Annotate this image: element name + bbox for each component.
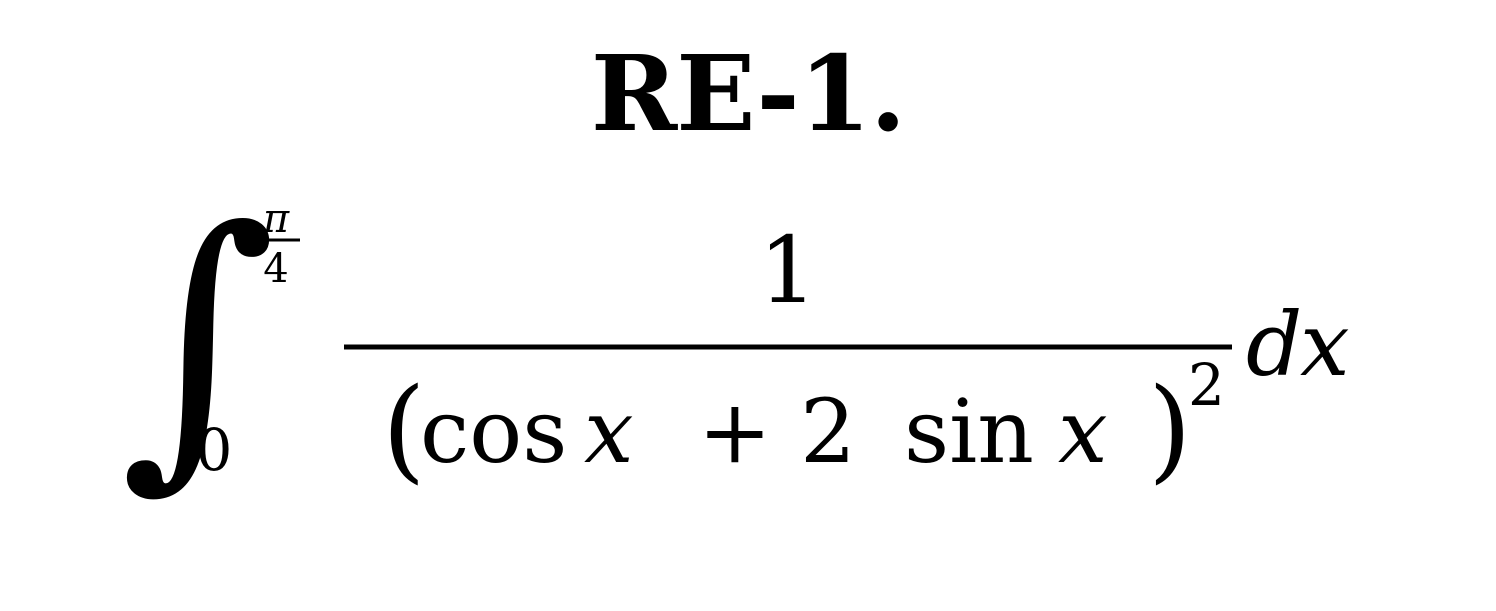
denominator-close-paren: ) <box>1148 365 1192 495</box>
denominator-cos: cos <box>420 380 567 483</box>
denominator-open-paren: ( <box>382 365 426 495</box>
upper-limit-denominator: 4 <box>263 246 288 292</box>
integrand-numerator: 1 <box>759 217 818 324</box>
denominator-x1: x <box>584 380 634 483</box>
differential-d: d <box>1246 293 1302 396</box>
denominator-coefficient: 2 <box>800 380 856 483</box>
denominator-sin: sin <box>904 380 1034 483</box>
upper-limit-numerator: π <box>262 196 290 242</box>
differential-x: x <box>1300 293 1350 396</box>
lower-limit: 0 <box>196 416 233 484</box>
denominator-exponent: 2 <box>1188 351 1225 419</box>
denominator-x2: x <box>1058 380 1108 483</box>
denominator-plus: + <box>698 380 772 483</box>
problem-label: RE-1. <box>590 32 906 155</box>
integral-sign: ∫ <box>120 167 276 516</box>
